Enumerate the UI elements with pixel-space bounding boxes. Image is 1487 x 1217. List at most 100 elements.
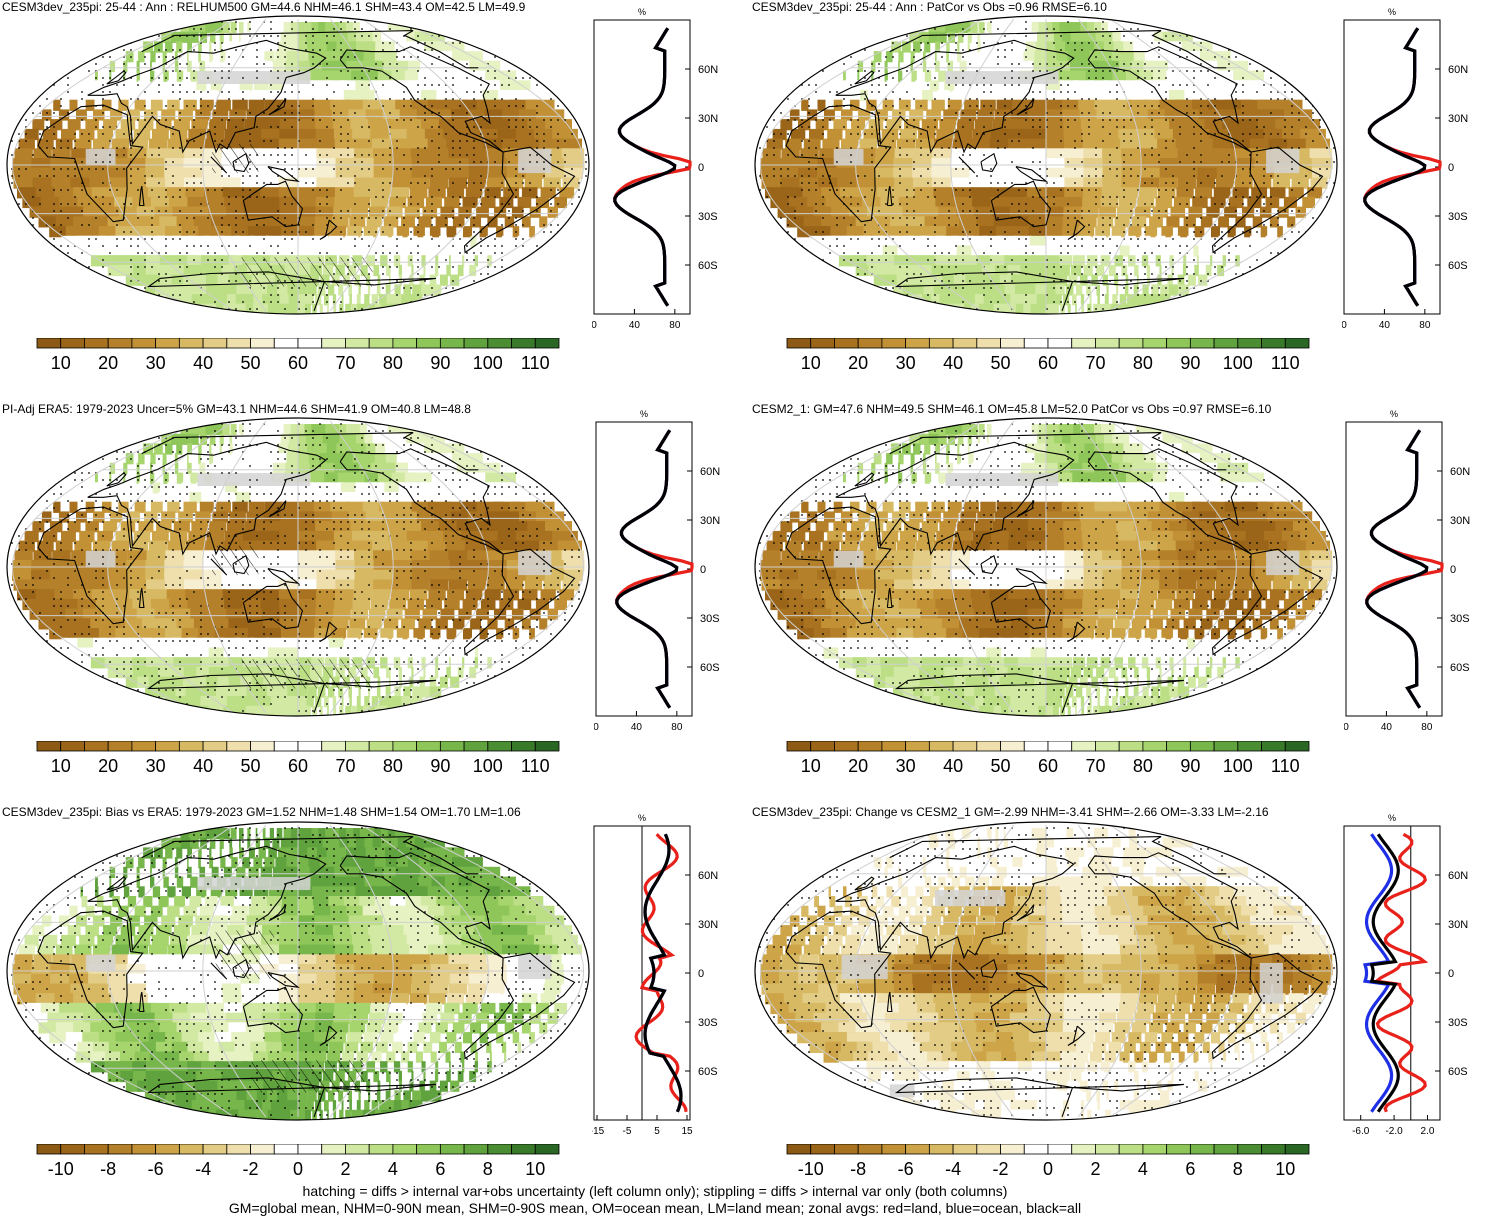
map-cell	[1195, 226, 1205, 237]
map-cell	[397, 226, 409, 237]
map-cell	[1139, 187, 1157, 198]
map-cell	[455, 1042, 462, 1053]
map-cell	[324, 696, 329, 707]
map-cell	[181, 434, 191, 445]
map-cell	[1010, 207, 1030, 218]
map-cell	[1145, 628, 1157, 639]
map-cell	[315, 216, 332, 227]
map-plot	[5, 14, 591, 316]
map-cell	[923, 867, 926, 878]
map-cell	[816, 521, 829, 532]
map-cell	[423, 207, 438, 218]
map-cell	[392, 984, 411, 995]
map-cell	[342, 696, 344, 707]
map-cell	[1197, 580, 1215, 591]
colorbar-swatch	[61, 1144, 85, 1154]
colorbar-swatch	[84, 1144, 108, 1154]
map-cell	[212, 915, 228, 926]
map-cell	[458, 265, 464, 276]
map-cell	[518, 1003, 532, 1014]
map-cell	[977, 838, 980, 849]
map-cell	[475, 657, 478, 668]
colorbar-label: 20	[848, 353, 868, 373]
map-cell	[159, 492, 169, 503]
map-cell	[161, 915, 175, 926]
map-cell	[260, 148, 280, 159]
map-cell	[298, 945, 318, 956]
map-cell	[1178, 226, 1189, 237]
map-cell	[175, 463, 178, 474]
map-cell	[354, 984, 374, 995]
map-cell	[1292, 580, 1309, 591]
map-cell	[124, 482, 129, 493]
map-cell	[1012, 857, 1022, 868]
map-cell	[1248, 482, 1278, 493]
colorbar-swatch	[298, 338, 322, 348]
map-cell	[1116, 284, 1118, 295]
map-cell	[969, 570, 990, 581]
panel-title: CESM3dev_235pi: 25-44 : Ann : PatCor vs …	[752, 0, 1107, 14]
map-cell	[207, 531, 225, 542]
map-cell	[110, 511, 122, 522]
map-cell	[939, 521, 956, 532]
map-cell	[1171, 236, 1180, 247]
zonal-x-tick-label: 0	[1342, 320, 1347, 331]
map-cell	[1187, 638, 1195, 649]
colorbar-swatch	[417, 1144, 441, 1154]
map-cell	[1099, 609, 1116, 620]
zonal-x-tick-label: 5	[654, 1126, 660, 1137]
map-cell	[264, 453, 274, 464]
map-cell	[1030, 638, 1047, 649]
map-cell	[836, 570, 858, 581]
map-cell	[1014, 638, 1032, 649]
map-cell	[335, 541, 356, 552]
map-cell	[1274, 100, 1303, 111]
map-cell	[987, 838, 989, 849]
map-cell	[1072, 696, 1077, 707]
map-cell	[260, 550, 280, 561]
map-cell	[118, 502, 128, 513]
map-cell	[315, 207, 333, 218]
map-cell	[938, 473, 946, 484]
map-cell	[298, 1110, 306, 1121]
map-cell	[298, 531, 318, 542]
map-cell	[280, 609, 299, 620]
map-cell	[313, 236, 328, 247]
colorbar-swatch	[906, 741, 930, 751]
map-cell	[919, 838, 930, 849]
map-cell	[1238, 246, 1240, 257]
map-cell	[1046, 696, 1055, 707]
map-cell	[1179, 560, 1200, 571]
map-cell	[153, 886, 160, 897]
map-cell	[408, 1042, 418, 1053]
map-cell	[68, 119, 81, 130]
map-cell	[186, 541, 205, 552]
map-cell	[353, 945, 374, 956]
map-cell	[1035, 857, 1048, 868]
map-cell	[1056, 686, 1065, 697]
map-cell	[1156, 657, 1161, 668]
colorbar-swatch	[61, 741, 85, 751]
map-cell	[469, 964, 490, 975]
map-cell	[1090, 294, 1092, 305]
map-cell	[393, 168, 413, 179]
map-cell	[1178, 580, 1197, 591]
map-cell	[463, 599, 478, 610]
map-cell	[1030, 236, 1047, 247]
map-cell	[525, 178, 542, 189]
zonal-x-tick-label: 40	[1381, 722, 1393, 733]
map-cell	[345, 304, 351, 315]
map-cell	[525, 580, 542, 591]
colorbar-label: 40	[193, 353, 213, 373]
map-cell	[860, 90, 868, 101]
map-cell	[460, 1052, 464, 1063]
map-cell	[1014, 236, 1032, 247]
map-cell	[273, 463, 286, 474]
map-cell	[935, 857, 937, 868]
map-cell	[1099, 207, 1116, 218]
map-cell	[1287, 216, 1295, 227]
map-cell	[1248, 80, 1278, 91]
map-cell	[987, 828, 992, 839]
colorbar-swatch	[488, 338, 512, 348]
